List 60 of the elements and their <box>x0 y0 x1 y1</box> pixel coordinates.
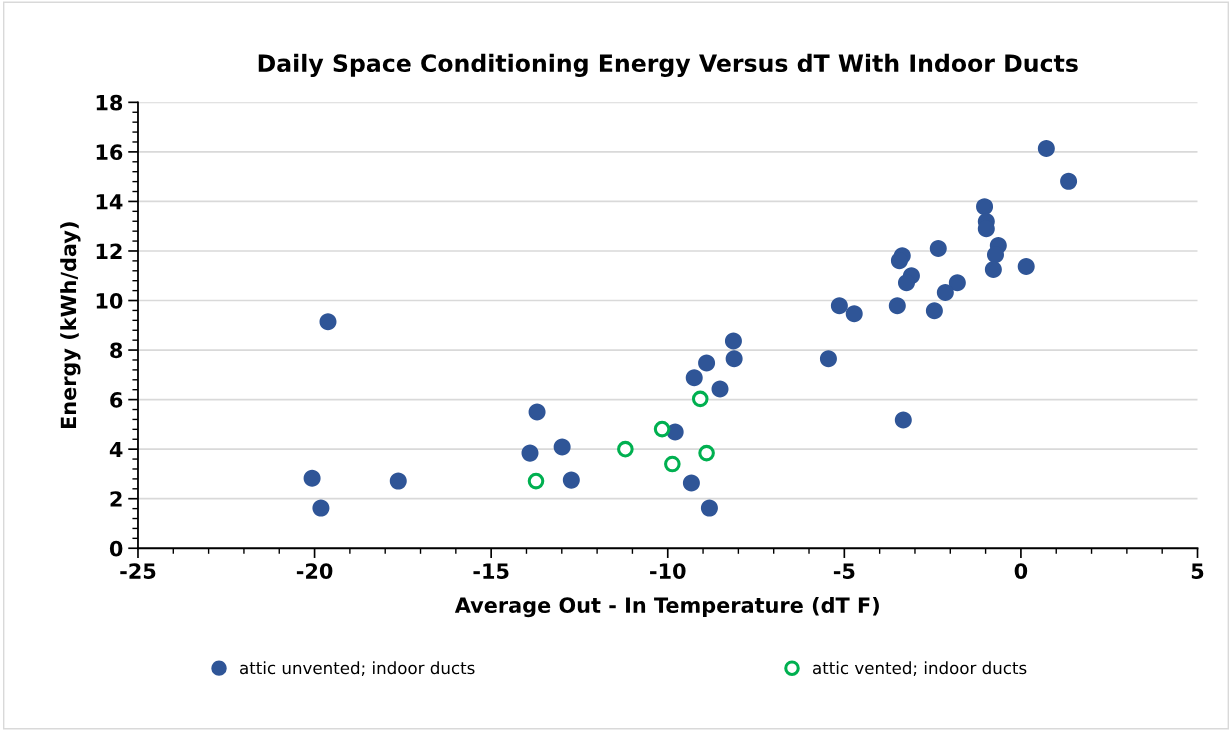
point <box>682 474 700 492</box>
point <box>698 354 716 372</box>
x-tick-label: 0 <box>1014 563 1028 579</box>
y-tick-label: 4 <box>109 441 123 458</box>
point <box>986 246 1004 264</box>
point <box>925 302 943 320</box>
legend-label: attic unvented; indoor ducts <box>240 661 475 676</box>
x-tick-label: 5 <box>1191 563 1204 579</box>
y-tick-label: 0 <box>109 540 123 557</box>
y-axis-title: Energy (kWh/day) <box>60 222 81 429</box>
point <box>936 284 954 302</box>
point <box>1017 258 1035 276</box>
point <box>691 390 709 408</box>
point <box>685 369 703 387</box>
point <box>897 274 915 292</box>
point <box>312 499 330 517</box>
point <box>527 472 545 490</box>
point <box>617 440 634 458</box>
point <box>562 471 580 489</box>
point <box>894 411 912 429</box>
point <box>319 313 337 331</box>
point <box>1060 172 1078 190</box>
x-tick-label: -20 <box>296 563 333 579</box>
y-tick-label: 10 <box>96 292 123 309</box>
y-tick-label: 18 <box>96 94 123 111</box>
x-tick-label: -25 <box>120 563 156 579</box>
point <box>845 305 863 323</box>
y-tick-label: 12 <box>96 243 122 259</box>
point <box>303 469 321 487</box>
legend-label: attic vented; indoor ducts <box>813 661 1027 676</box>
x-axis-title: Average Out - In Temperature (dT F) <box>454 596 879 618</box>
point <box>389 472 407 490</box>
point <box>830 297 848 315</box>
point <box>948 274 966 292</box>
point <box>888 297 906 315</box>
point <box>976 198 994 216</box>
point <box>890 252 908 270</box>
point <box>521 444 539 462</box>
chart-title: Daily Space Conditioning Energy Versus dT With Indoor Ducts <box>258 53 1078 77</box>
y-tick-label: 14 <box>96 194 123 210</box>
point <box>664 455 681 473</box>
point <box>553 438 571 456</box>
point <box>819 350 837 368</box>
x-tick-label: -5 <box>833 563 855 579</box>
point <box>700 499 718 517</box>
point <box>1037 139 1055 157</box>
y-tick-label: 8 <box>110 342 123 359</box>
y-tick-label: 16 <box>96 144 123 161</box>
x-tick-label: -10 <box>650 563 686 579</box>
point <box>711 380 729 398</box>
point <box>929 239 947 258</box>
x-tick-label: -15 <box>473 563 509 579</box>
y-tick-label: 6 <box>110 392 123 408</box>
point <box>528 403 546 421</box>
point <box>653 420 671 438</box>
point <box>984 261 1002 279</box>
point <box>724 332 742 350</box>
y-tick-label: 2 <box>110 491 122 507</box>
point <box>698 444 715 462</box>
point <box>725 350 743 368</box>
